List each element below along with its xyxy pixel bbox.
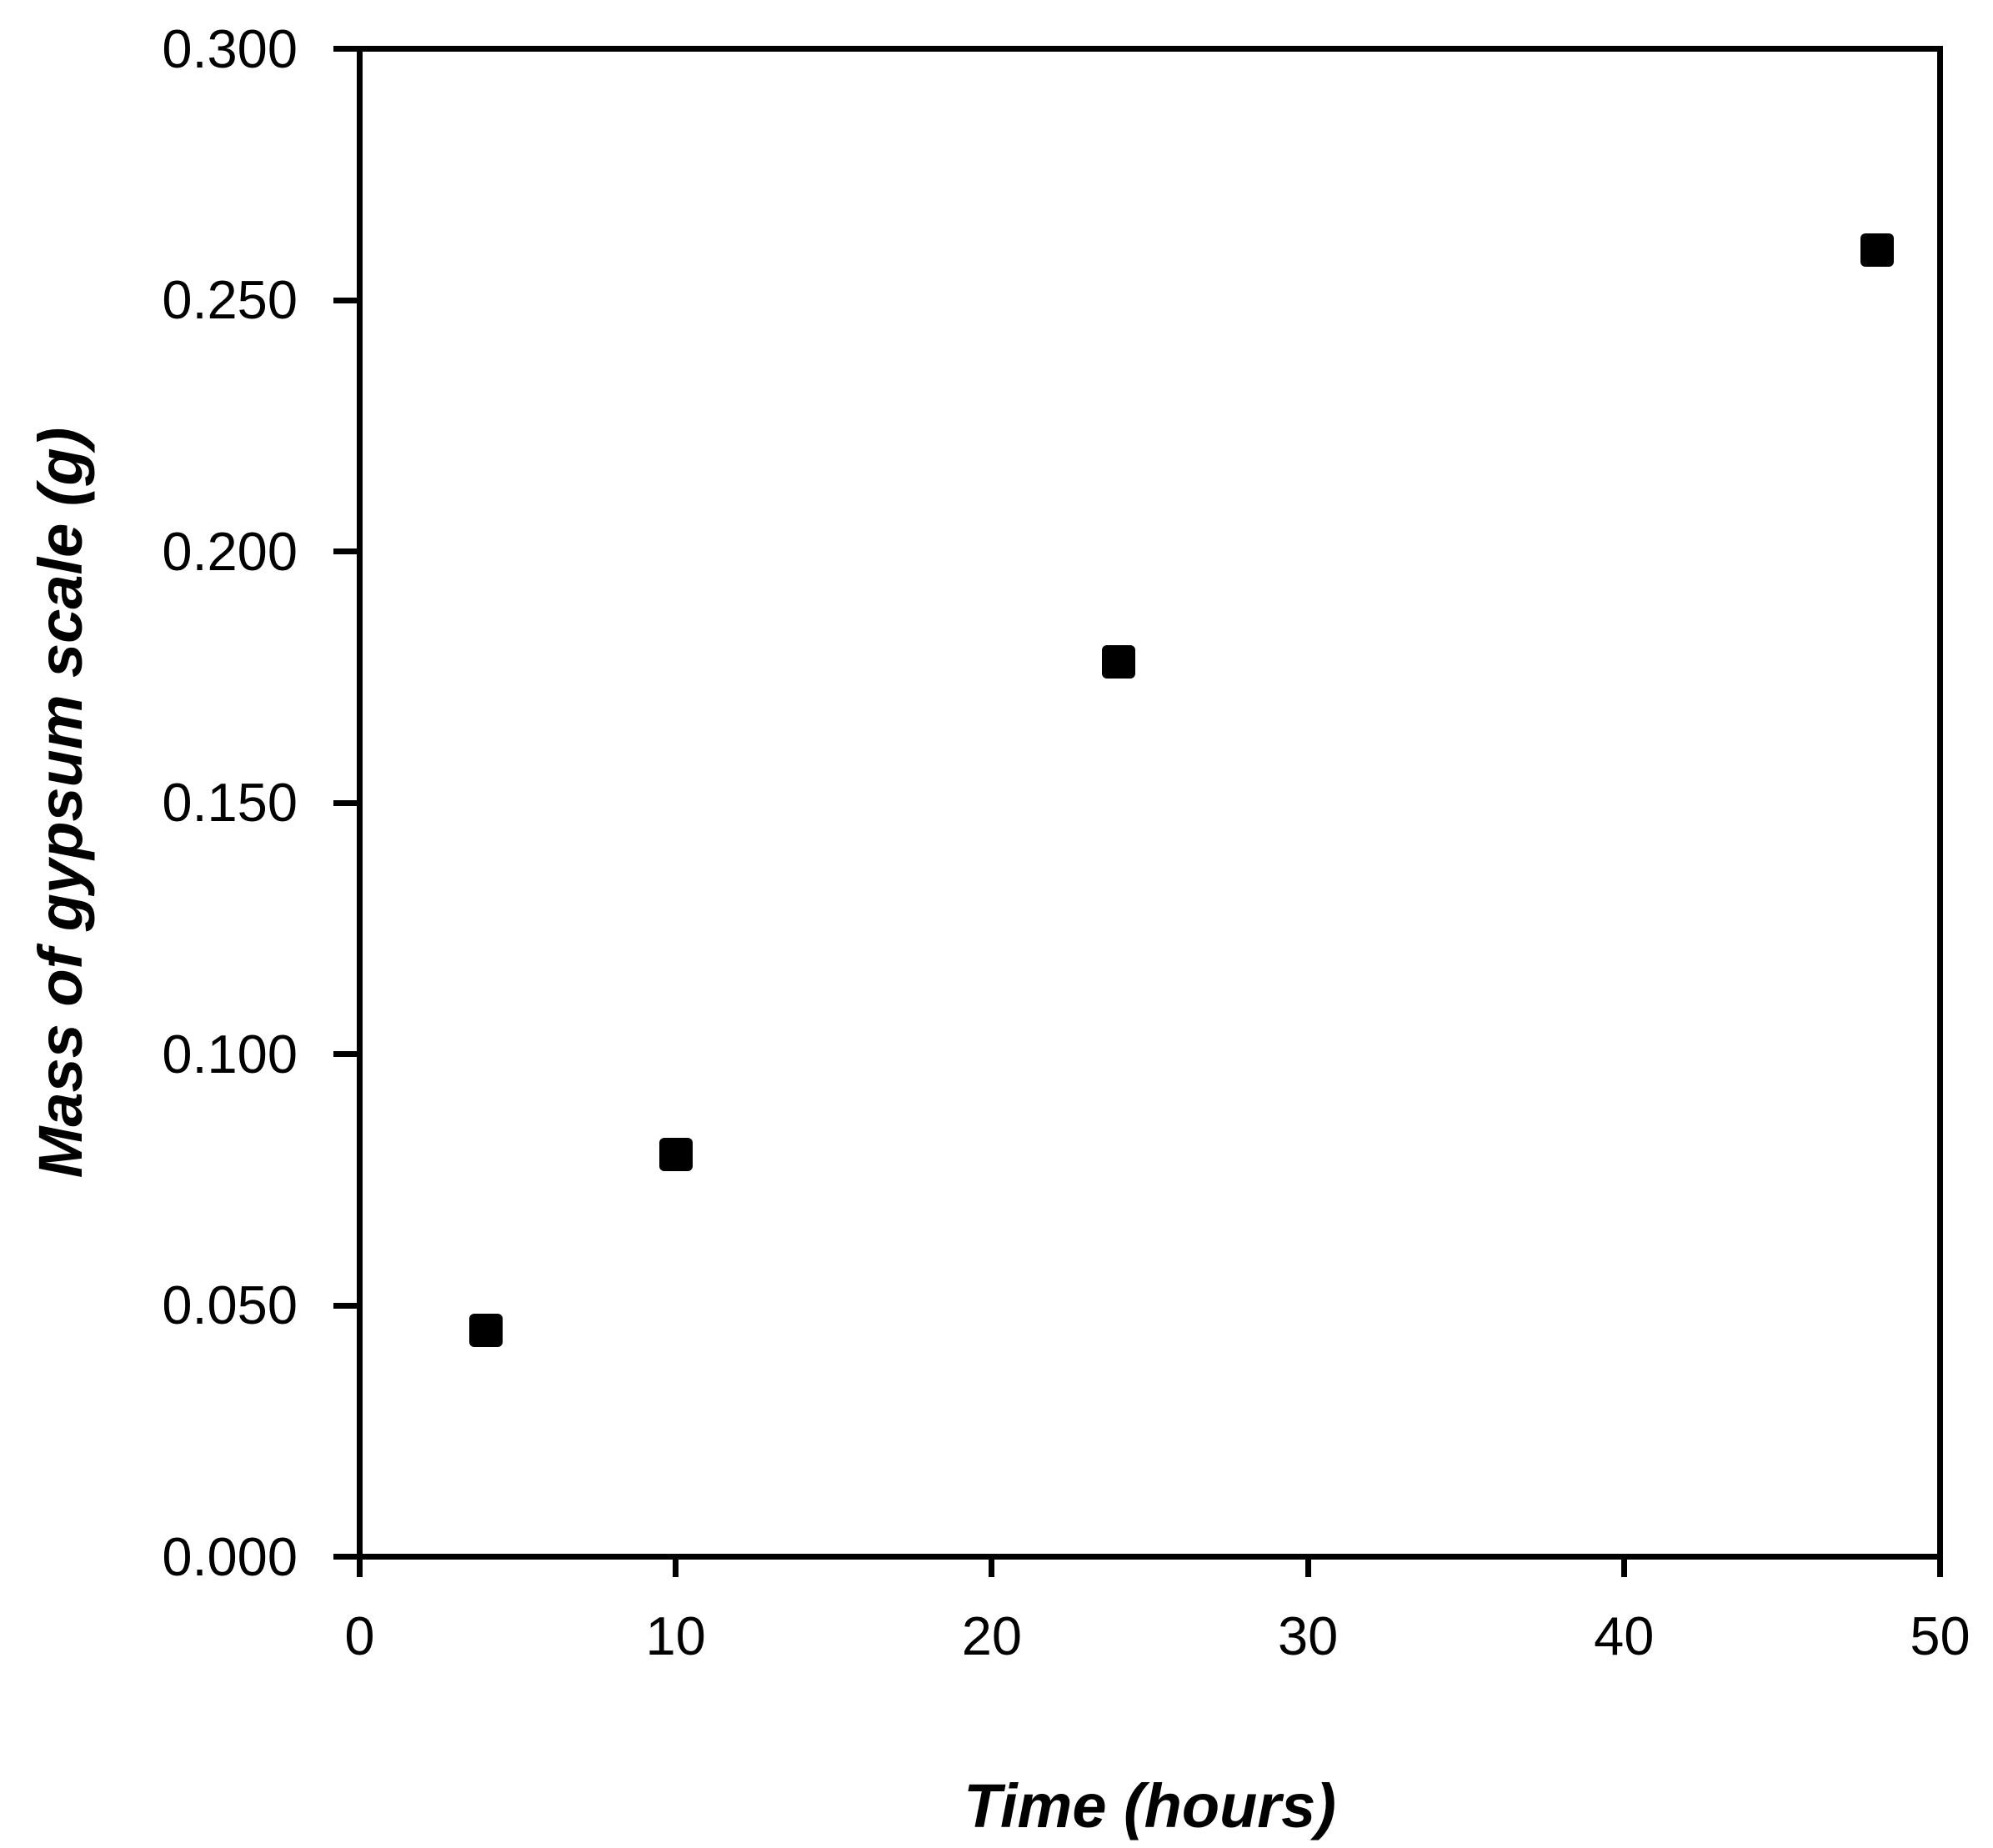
x-axis-tick-mark: [989, 1554, 995, 1577]
x-axis-tick-mark: [1937, 1554, 1943, 1577]
y-tick-label: 0.200: [162, 520, 298, 582]
y-axis-tick-mark: [333, 297, 357, 303]
y-tick-label: 0.100: [162, 1023, 298, 1084]
x-axis-tick-mark: [1620, 1554, 1627, 1577]
y-axis-tick-mark: [333, 799, 357, 806]
y-tick-label: 0.300: [162, 18, 298, 79]
y-axis-tick-mark: [333, 1302, 357, 1309]
x-tick-label: 0: [344, 1605, 375, 1666]
y-axis-title: Mass of gypsum scale (g): [26, 427, 95, 1179]
y-axis-tick-mark: [333, 548, 357, 554]
x-tick-label: 30: [1277, 1605, 1339, 1666]
x-tick-label: 10: [645, 1605, 706, 1666]
x-axis-tick-mark: [1304, 1554, 1311, 1577]
data-point: [1101, 645, 1135, 679]
x-tick-label: 20: [961, 1605, 1023, 1666]
y-axis-tick-mark: [333, 1554, 357, 1560]
x-axis-tick-mark: [357, 1554, 363, 1577]
x-tick-label: 40: [1594, 1605, 1655, 1666]
plot-area: [357, 46, 1943, 1560]
y-tick-label: 0.250: [162, 269, 298, 330]
y-tick-label: 0.150: [162, 772, 298, 833]
y-tick-label: 0.050: [162, 1275, 298, 1335]
y-axis-tick-mark: [333, 1051, 357, 1057]
y-tick-label: 0.000: [162, 1525, 298, 1587]
x-axis-tick-mark: [673, 1554, 679, 1577]
data-point: [658, 1138, 693, 1172]
data-point: [469, 1314, 503, 1348]
data-point: [1860, 233, 1894, 267]
x-tick-label: 50: [1910, 1605, 1970, 1666]
y-axis-tick-mark: [333, 46, 357, 52]
x-axis-title: Time (hours): [964, 1771, 1336, 1840]
